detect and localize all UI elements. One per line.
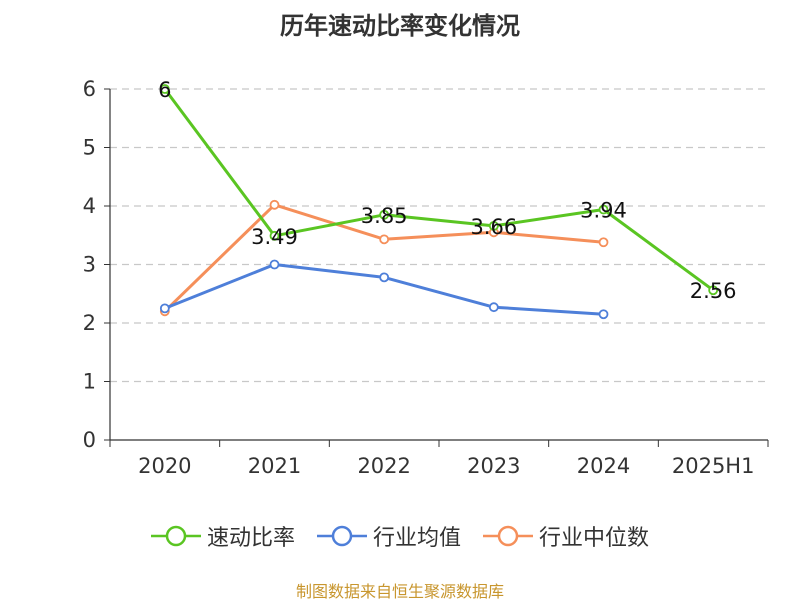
x-tick-label: 2021 [248,454,301,478]
data-point [598,309,609,320]
data-point [708,285,719,296]
y-tick-label: 5 [83,136,96,160]
data-point [269,259,280,270]
grid-lines [110,88,768,383]
legend-marker-circle [497,525,519,547]
data-point [269,230,280,241]
data-label: 3.85 [361,204,408,228]
data-point [159,303,170,314]
legend-label: 行业中位数 [539,526,650,551]
y-tick-label: 4 [83,194,96,218]
series-line [163,88,715,292]
data-label: 3.49 [251,225,298,249]
legend-label: 行业均值 [372,526,461,551]
legend-item[interactable]: 速动比率 [150,520,295,552]
series-lines [159,84,719,320]
y-tick-label: 3 [83,253,96,277]
data-label: 6 [158,78,171,102]
data-point [379,234,390,245]
legend-marker-icon [483,525,533,547]
data-point [379,209,390,220]
data-label: 2.56 [690,279,737,303]
legend-marker-icon [150,525,201,547]
axes: 0 1 2 3 4 5 6 2020 2021 2022 2023 2024 2025H1 [83,77,769,478]
legend-marker-circle [331,525,353,547]
data-labels: 6 3.49 3.85 3.66 3.94 2.56 [158,78,736,303]
legend-item[interactable]: 行业均值 [316,520,461,552]
data-point [379,272,390,283]
legend-marker-icon [316,525,367,547]
legend: 速动比率 行业均值 行业中位数 [0,520,800,552]
legend-item[interactable]: 行业中位数 [483,520,649,552]
data-point [488,220,499,231]
data-point [598,204,609,215]
x-tick-label: 2020 [138,454,191,478]
chart-title: 历年速动比率变化情况 [280,12,520,40]
series-line [164,263,604,316]
data-point [159,84,170,94]
data-label: 3.94 [580,199,627,223]
source-note: 制图数据来自恒生聚源数据库 [295,582,504,601]
x-tick-label: 2023 [467,454,520,478]
data-point [488,302,499,313]
y-tick-label: 6 [83,77,96,101]
data-point [269,199,280,210]
x-tick-label: 2022 [357,454,410,478]
data-label: 3.66 [470,215,517,239]
legend-label: 速动比率 [206,526,295,551]
x-tick-label: 2024 [577,454,630,478]
y-tick-label: 1 [83,370,96,394]
y-tick-label: 2 [83,311,96,335]
x-tick-label: 2025H1 [672,454,755,478]
y-tick-label: 0 [83,428,96,452]
legend-marker-circle [165,525,187,547]
data-point [598,237,609,248]
